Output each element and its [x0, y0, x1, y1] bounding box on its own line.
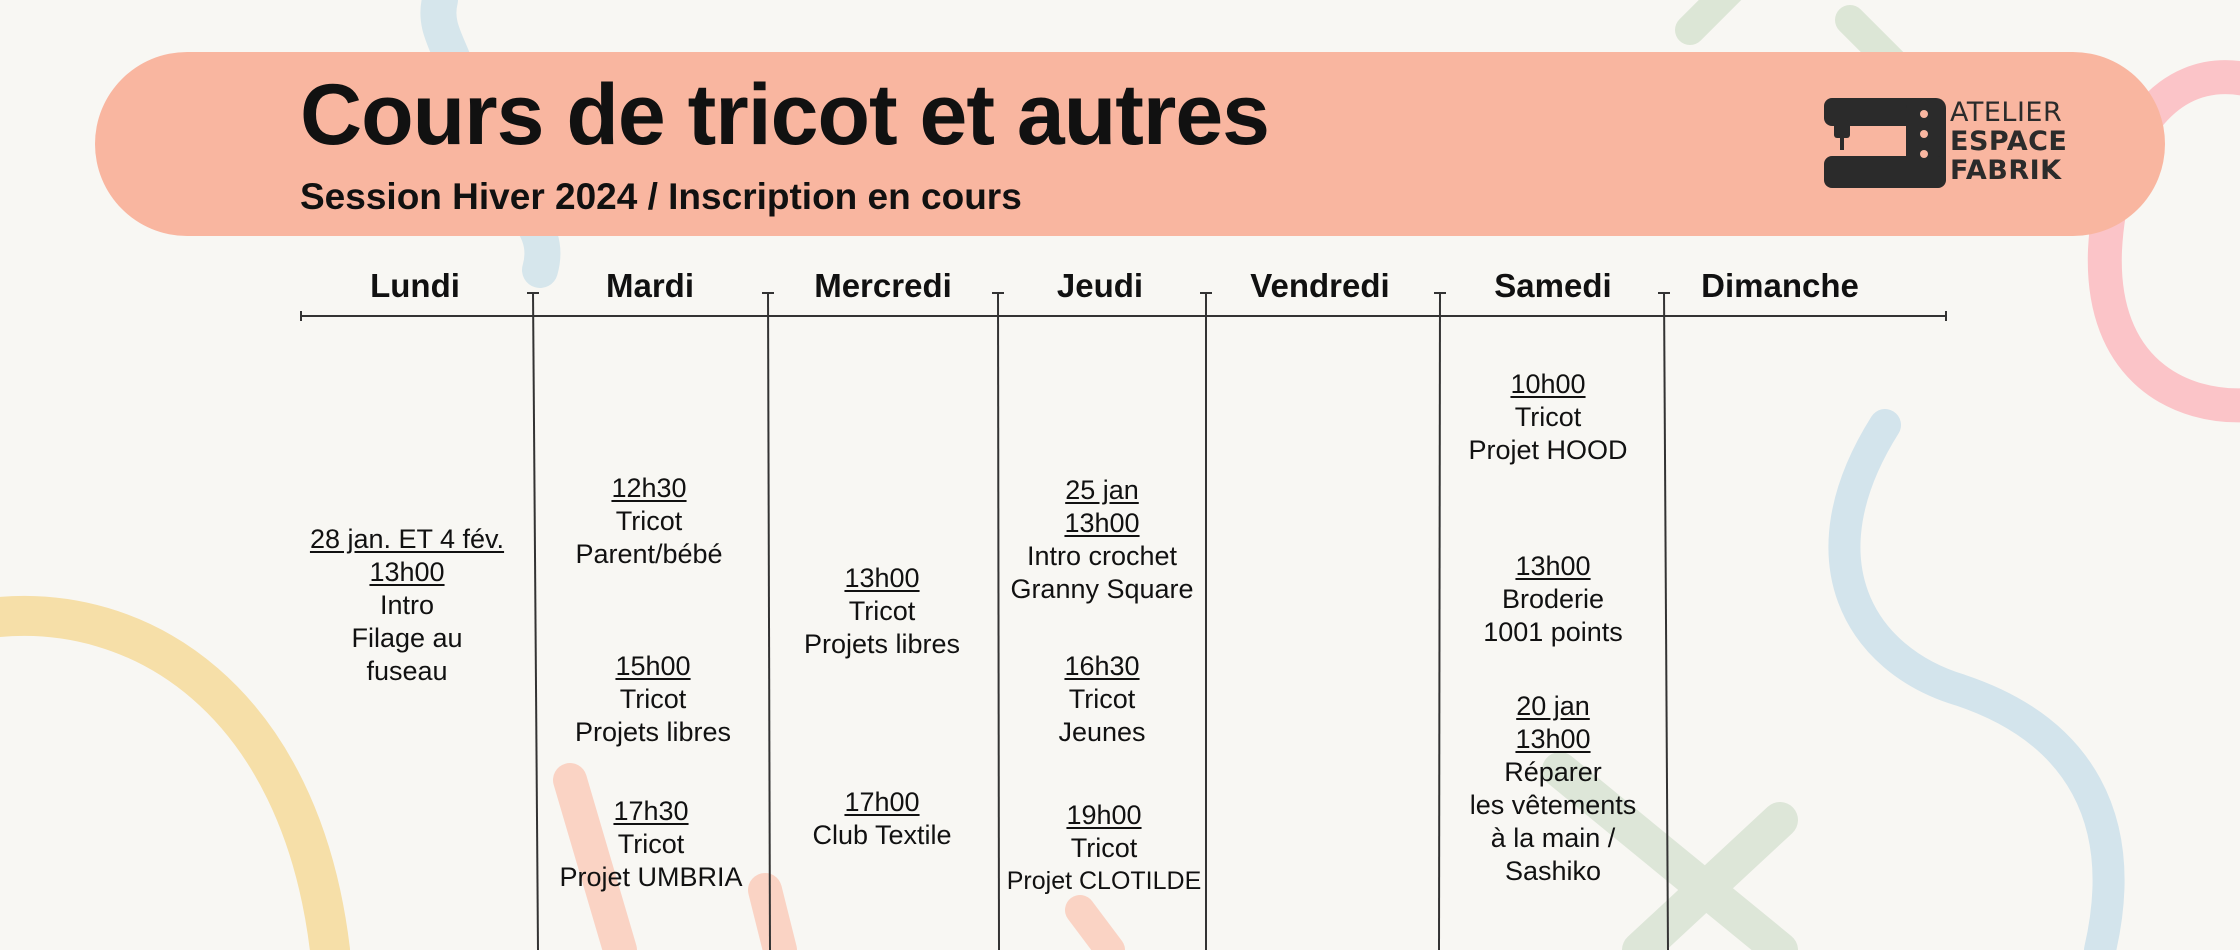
event-line: Tricot: [848, 596, 916, 626]
peach-stroke-bottom-shape: [553, 763, 797, 950]
event-line: Projets libres: [803, 629, 961, 659]
day-header-jeudi: Jeudi: [1056, 267, 1144, 304]
event-line: à la main /: [1490, 823, 1616, 853]
day-header-vendredi: Vendredi: [1250, 267, 1390, 304]
event-line: Granny Square: [1010, 574, 1194, 604]
event-line: Jeunes: [1058, 717, 1146, 747]
event-line: Projet UMBRIA: [559, 862, 743, 892]
event-line: Broderie: [1501, 584, 1605, 614]
logo-line-atelier: ATELIER: [1950, 97, 2063, 128]
event-line: Filage au: [351, 623, 463, 653]
event-time: 15h00: [615, 651, 691, 681]
event-line: fuseau: [366, 656, 448, 686]
event-time: 17h00: [844, 787, 920, 817]
event-jeudi-jeunes: 16h30 Tricot Jeunes: [1001, 650, 1203, 749]
event-time: 19h00: [1066, 800, 1142, 830]
day-header-mardi: Mardi: [605, 267, 694, 304]
event-samedi-broderie: 13h00 Broderie 1001 points: [1443, 550, 1663, 649]
day-header-dimanche: Dimanche: [1701, 267, 1859, 304]
event-time: 13h00: [1515, 724, 1591, 754]
event-line: Projet HOOD: [1468, 435, 1628, 465]
event-jeudi-clotilde: 19h00 Tricot Projet CLOTILDE: [1001, 799, 1207, 898]
event-line: Tricot: [1068, 684, 1136, 714]
event-line: Projets libres: [574, 717, 732, 747]
event-line: Projet CLOTILDE: [1006, 867, 1202, 895]
event-line: Réparer: [1504, 757, 1602, 787]
event-mardi-parent-bebe: 12h30 Tricot Parent/bébé: [538, 472, 760, 571]
event-mercredi-club-textile: 17h00 Club Textile: [771, 786, 993, 852]
event-line: Tricot: [617, 829, 685, 859]
event-date: 28 jan. ET 4 fév.: [309, 524, 505, 554]
event-line: Sashiko: [1504, 856, 1602, 886]
page-subtitle: Session Hiver 2024 / Inscription en cour…: [300, 176, 1022, 217]
event-line: 1001 points: [1483, 617, 1623, 647]
day-header-mercredi: Mercredi: [814, 267, 952, 304]
event-jeudi-crochet: 25 jan 13h00 Intro crochet Granny Square: [1001, 474, 1203, 606]
event-samedi-sashiko: 20 jan 13h00 Réparer les vêtements à la …: [1443, 690, 1663, 888]
logo-wordmark: ATELIER ESPACE FABRIK: [1950, 98, 2067, 185]
event-time: 13h00: [1064, 508, 1140, 538]
event-time: 16h30: [1064, 651, 1140, 681]
event-time: 10h00: [1510, 369, 1586, 399]
event-time: 13h00: [369, 557, 445, 587]
event-line: Intro crochet: [1026, 541, 1178, 571]
day-header-samedi: Samedi: [1494, 267, 1612, 304]
yellow-arc-shape: [0, 595, 350, 950]
blue-squiggle-right-shape: [1828, 409, 2125, 950]
event-samedi-hood: 10h00 Tricot Projet HOOD: [1438, 368, 1658, 467]
page-title: Cours de tricot et autres: [300, 67, 1270, 163]
event-time: 17h30: [613, 796, 689, 826]
event-line: Tricot: [1070, 833, 1138, 863]
event-line: Tricot: [1514, 402, 1582, 432]
event-time: 13h00: [1515, 551, 1591, 581]
event-mercredi-projets-libres: 13h00 Tricot Projets libres: [771, 562, 993, 661]
pink-loop-shape: [2087, 60, 2240, 423]
event-time: 12h30: [611, 473, 687, 503]
event-line: Club Textile: [812, 820, 952, 850]
day-header-lundi: Lundi: [370, 267, 460, 304]
peach-stroke-jeudi-shape: [1065, 895, 1125, 950]
header-banner: [95, 52, 2165, 236]
event-mardi-projets-libres: 15h00 Tricot Projets libres: [542, 650, 764, 749]
logo-line-espace: ESPACE: [1950, 126, 2068, 157]
event-line: Tricot: [619, 684, 687, 714]
event-line: les vêtements: [1469, 790, 1637, 820]
sewing-machine-icon: [1824, 98, 1946, 188]
event-time: 13h00: [844, 563, 920, 593]
event-line: Tricot: [615, 506, 683, 536]
logo-line-fabrik: FABRIK: [1950, 155, 2062, 186]
green-cross-bottom-shape: [1542, 752, 1798, 950]
event-lundi-filage: 28 jan. ET 4 fév. 13h00 Intro Filage au …: [297, 523, 517, 688]
event-mardi-umbria: 17h30 Tricot Projet UMBRIA: [540, 795, 762, 894]
event-line: Intro: [379, 590, 435, 620]
event-date: 20 jan: [1516, 691, 1590, 721]
event-line: Parent/bébé: [575, 539, 723, 569]
event-date: 25 jan: [1065, 475, 1139, 505]
